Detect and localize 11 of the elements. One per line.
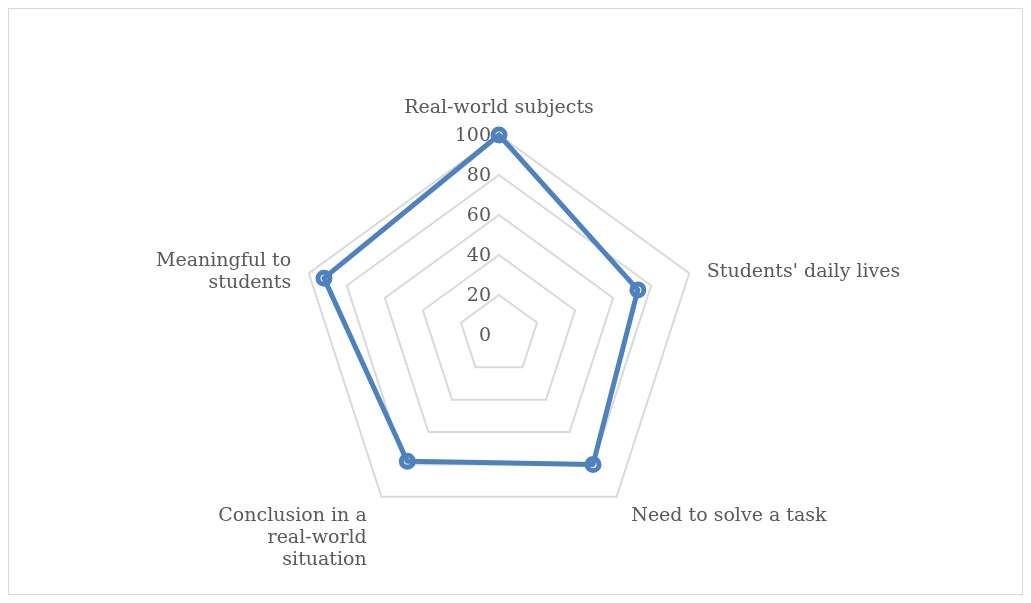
y-tick-label: 100 bbox=[454, 123, 491, 145]
y-tick-label: 0 bbox=[478, 323, 491, 345]
spoke-label: Conclusion in a real-world situation bbox=[218, 503, 367, 570]
spoke-label: Real-world subjects bbox=[404, 95, 594, 117]
y-tick-label: 40 bbox=[466, 243, 491, 265]
y-tick-label: 20 bbox=[466, 283, 491, 305]
y-tick-label: 60 bbox=[466, 203, 491, 225]
spoke-label: Students' daily lives bbox=[706, 258, 901, 281]
spoke-label: Need to solve a task bbox=[631, 503, 828, 526]
spoke-label: Meaningful to students bbox=[155, 247, 292, 292]
y-tick-label: 80 bbox=[466, 163, 491, 185]
